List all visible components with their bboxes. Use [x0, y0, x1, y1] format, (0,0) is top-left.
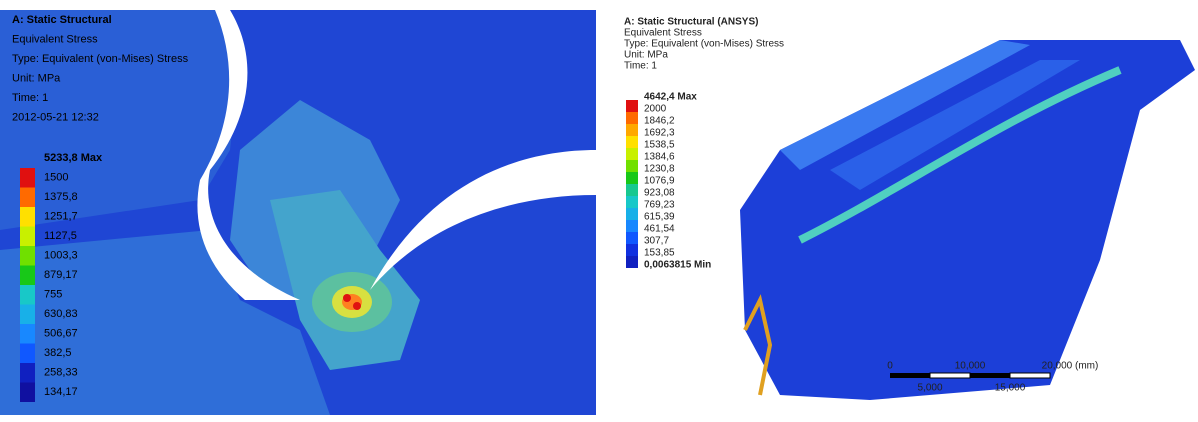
- legend-label: 506,67: [44, 327, 78, 339]
- header-line: Equivalent Stress: [624, 28, 702, 39]
- legend-label: 2000: [644, 104, 667, 115]
- stress-peak: [353, 302, 361, 310]
- legend-swatch: [626, 172, 638, 184]
- header-line: Time: 1: [624, 61, 657, 72]
- legend-label: 1846,2: [644, 116, 675, 127]
- legend-swatch: [20, 304, 35, 324]
- legend-label: 769,23: [644, 200, 675, 211]
- legend-label: 1230,8: [644, 164, 675, 175]
- scale-label: 20,000 (mm): [1042, 361, 1099, 372]
- legend-swatch: [20, 285, 35, 305]
- scale-labels: 0 10,000 20,000 (mm) 5,000 15,000: [887, 361, 1098, 394]
- right-panel: 4642,4 Max20001846,21692,31538,51384,612…: [624, 17, 1195, 400]
- legend: 5233,8 Max 1500 1375,8 1251,7 1127,5 1003,3 87…: [20, 152, 103, 402]
- scale-label: 15,000: [995, 383, 1026, 394]
- legend-label: 755: [44, 288, 62, 300]
- scale-label: 10,000: [955, 361, 986, 372]
- stress-edge: [743, 294, 773, 396]
- legend-swatch: [626, 196, 638, 208]
- gap: [370, 150, 596, 290]
- header-line: Type: Equivalent (von-Mises) Stress: [624, 39, 784, 50]
- model: [740, 40, 1195, 400]
- legend-swatch: [626, 232, 638, 244]
- legend-label: 1384,6: [644, 152, 675, 163]
- stress-band: [798, 66, 1122, 244]
- scale-bar: [1009, 372, 1051, 379]
- legend-label: 4642,4 Max: [644, 92, 697, 103]
- legend-swatch: [626, 136, 638, 148]
- legend-swatch: [20, 168, 35, 188]
- legend-label: 1538,5: [644, 140, 675, 151]
- region: [0, 230, 330, 415]
- legend-swatch: [626, 244, 638, 256]
- header-line: Type: Equivalent (von-Mises) Stress: [12, 53, 189, 65]
- legend-label: 307,7: [644, 236, 669, 247]
- legend-label: 1127,5: [44, 230, 77, 242]
- header-line: A: Static Structural: [12, 14, 112, 26]
- legend-label: 153,85: [644, 248, 675, 259]
- legend-label: 1076,9: [644, 176, 675, 187]
- legend: 4642,4 Max20001846,21692,31538,51384,612…: [626, 92, 711, 271]
- legend-swatch: [20, 207, 35, 227]
- legend-swatch: [20, 382, 35, 402]
- header: A: Static Structural (ANSYS)Equivalent S…: [624, 17, 784, 72]
- left-panel: 5233,8 Max 1500 1375,8 1251,7 1127,5 1003,3 87…: [0, 10, 596, 415]
- legend-label: 134,17: [44, 386, 78, 398]
- header-line: Time: 1: [12, 92, 48, 104]
- legend-swatch: [626, 124, 638, 136]
- legend-label: 1375,8: [44, 191, 78, 203]
- legend-label: 258,33: [44, 366, 78, 378]
- header-line: Equivalent Stress: [12, 33, 98, 45]
- header-line: A: Static Structural (ANSYS): [624, 17, 758, 28]
- ridge: [780, 40, 1030, 170]
- legend-swatch: [20, 363, 35, 383]
- scale-label: 5,000: [917, 383, 942, 394]
- legend-swatch: [626, 100, 638, 112]
- gap: [197, 10, 300, 300]
- legend-swatch: [20, 265, 35, 285]
- region: [0, 10, 240, 230]
- stress-peak: [343, 294, 351, 302]
- legend-swatch: [626, 208, 638, 220]
- legend-label: 382,5: [44, 347, 72, 359]
- legend-label: 1692,3: [644, 128, 675, 139]
- legend-label: 1251,7: [44, 210, 78, 222]
- legend-swatch: [626, 184, 638, 196]
- ridge: [830, 60, 1080, 190]
- legend-swatch: [626, 112, 638, 124]
- legend-label: 461,54: [644, 224, 675, 235]
- legend-swatch: [20, 324, 35, 344]
- legend-swatch: [626, 256, 638, 268]
- legend-label: 1500: [44, 171, 68, 183]
- legend-label: 0,0063815 Min: [644, 260, 711, 271]
- legend-swatch: [20, 246, 35, 266]
- legend-label: 615,39: [644, 212, 675, 223]
- legend-swatch: [20, 226, 35, 246]
- legend-swatch: [20, 343, 35, 363]
- legend-swatch: [626, 220, 638, 232]
- legend-label: 1003,3: [44, 249, 78, 261]
- legend-swatch: [626, 148, 638, 160]
- legend-label: 879,17: [44, 269, 78, 281]
- scale-bar: [929, 372, 971, 379]
- legend-label: 923,08: [644, 188, 675, 199]
- scale-label: 0: [887, 361, 893, 372]
- legend-label: 630,83: [44, 308, 78, 320]
- header: A: Static Structural Equivalent Stress Typ…: [12, 14, 189, 124]
- header-line: Unit: MPa: [12, 72, 61, 84]
- legend-label: 5233,8 Max: [44, 152, 103, 164]
- header-line: Unit: MPa: [624, 50, 668, 61]
- legend-swatch: [626, 160, 638, 172]
- header-line: 2012-05-21 12:32: [12, 111, 99, 123]
- legend-swatch: [20, 187, 35, 207]
